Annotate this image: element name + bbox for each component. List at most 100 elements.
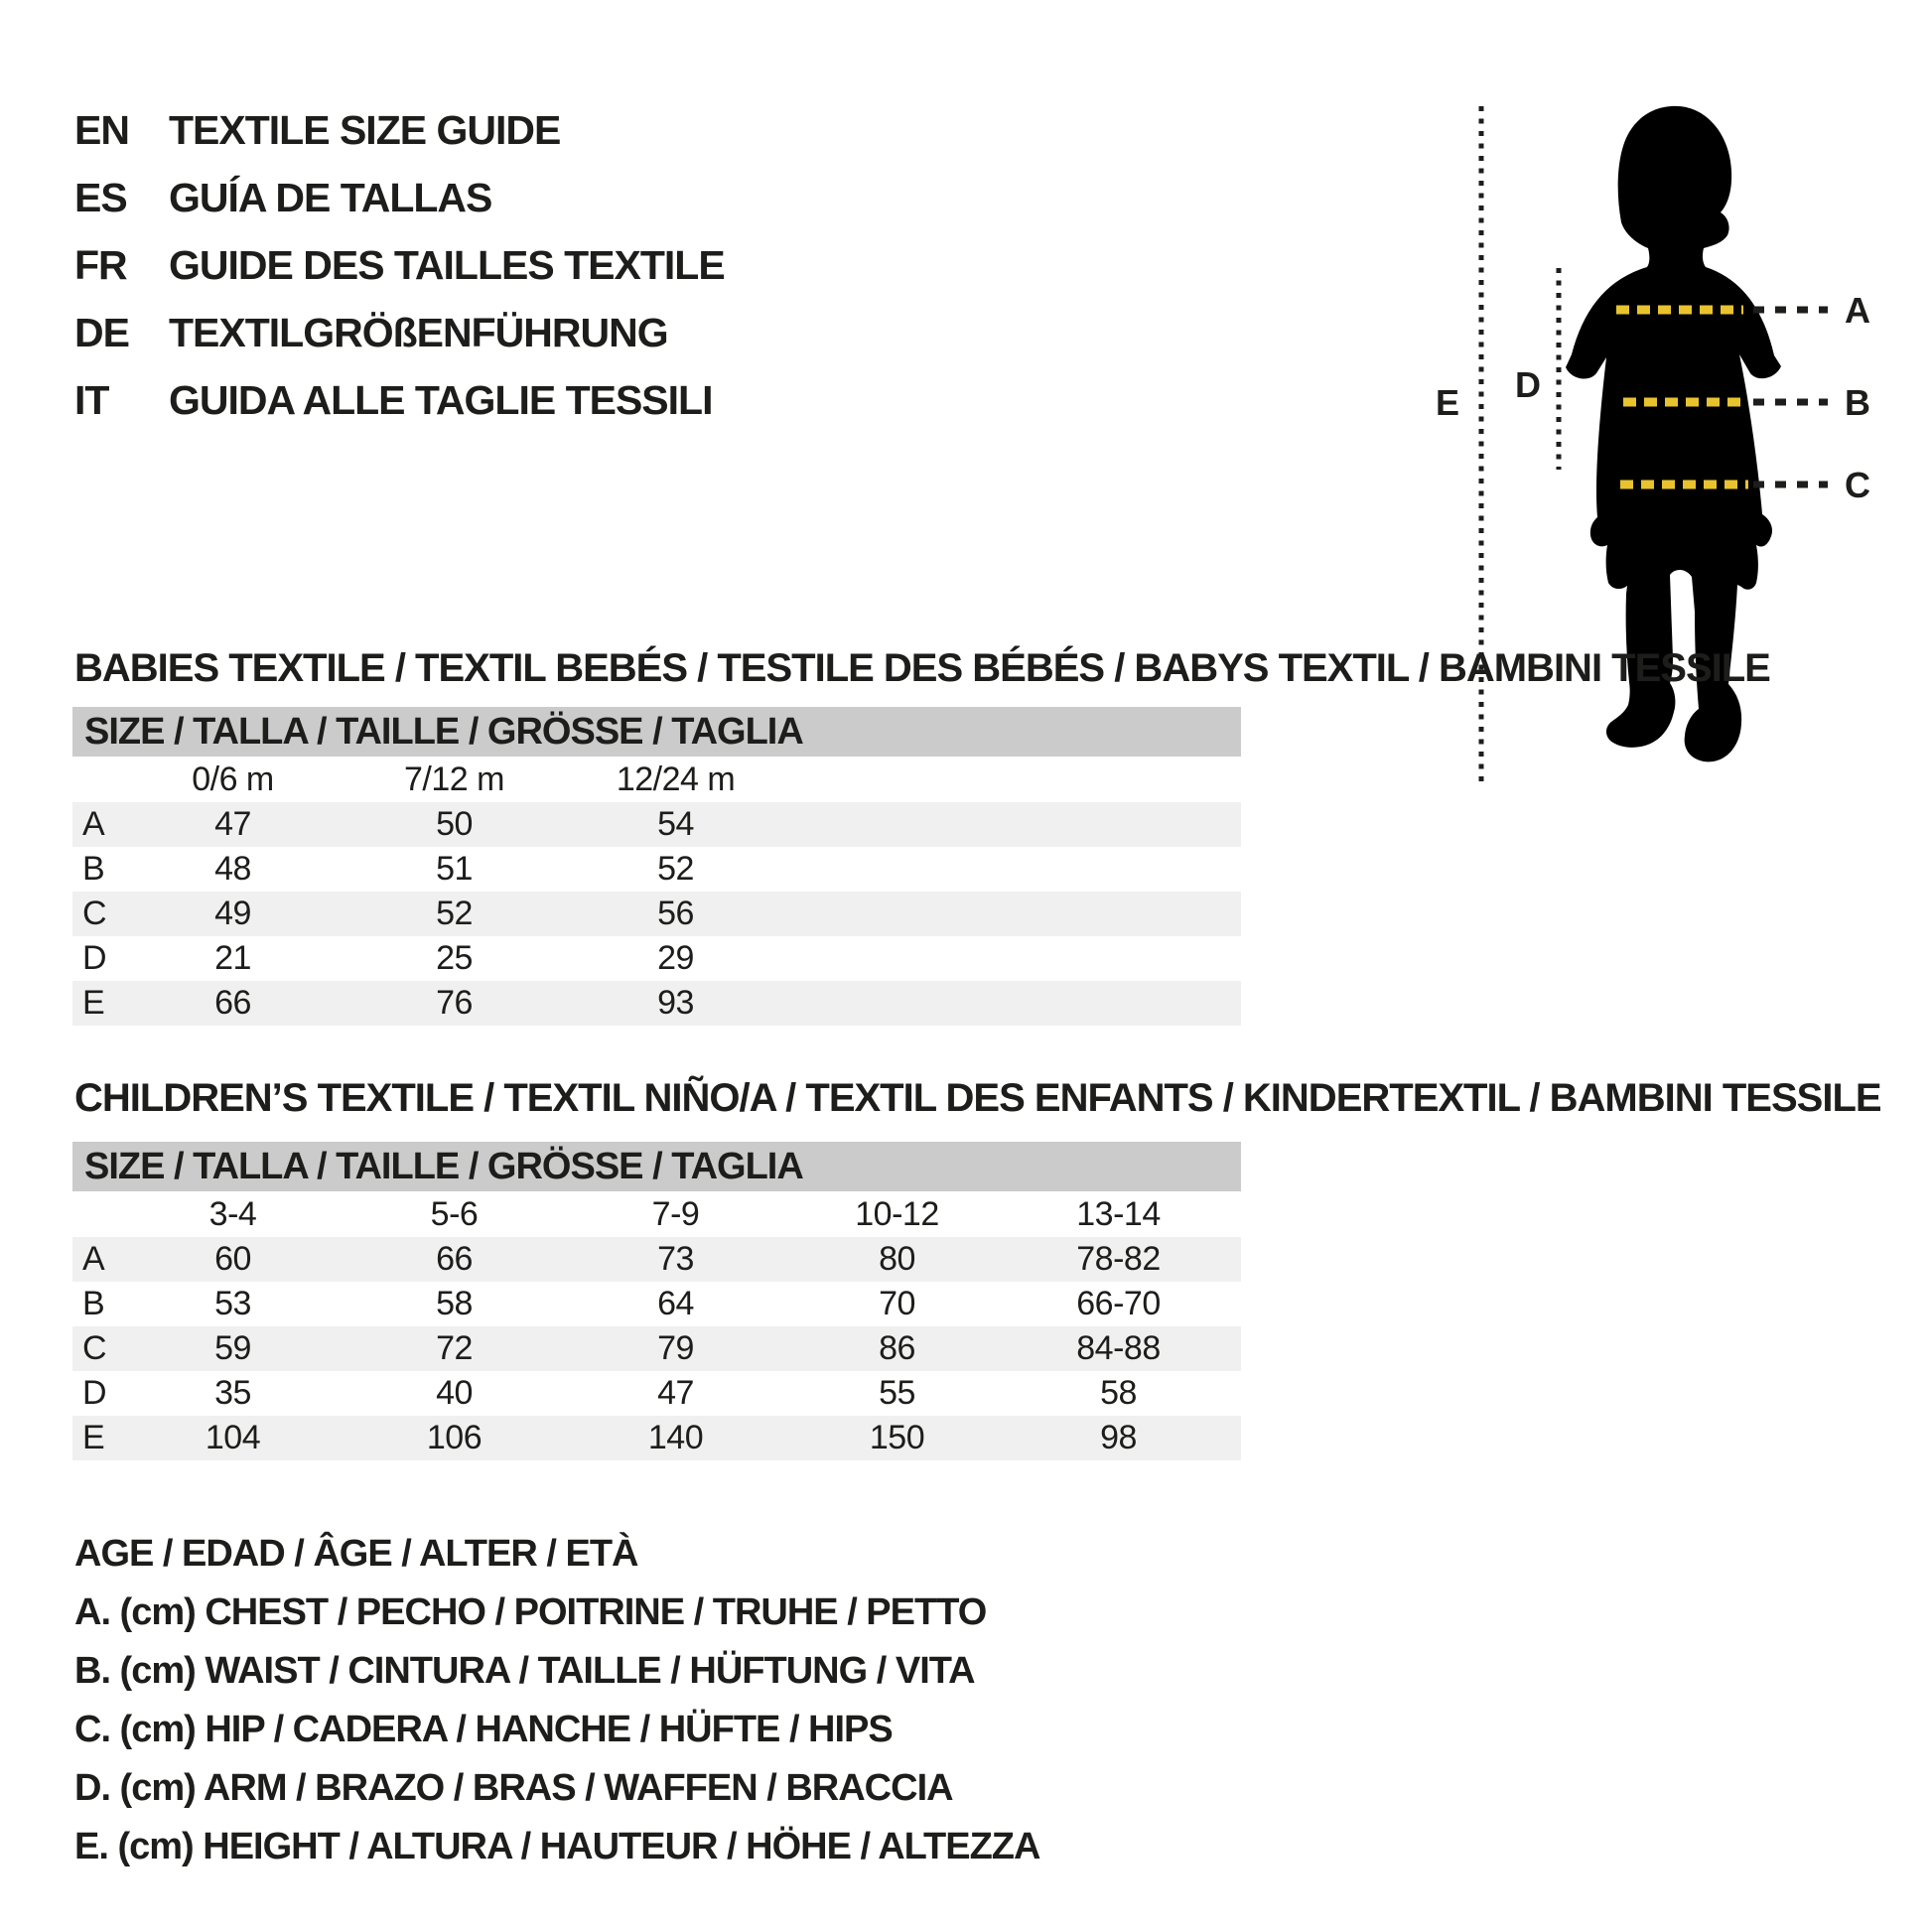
child-measurement-figure: E D A B C (1436, 105, 1870, 781)
table-cell: 25 (436, 939, 473, 977)
label-a: A (1845, 290, 1870, 331)
table-cell: 48 (214, 850, 251, 888)
table-cell: 86 (879, 1329, 915, 1367)
row-letter: D (82, 939, 107, 977)
row-letter: C (82, 1329, 107, 1367)
table-cell: 40 (436, 1374, 473, 1412)
table-cell: 52 (436, 895, 473, 932)
legend-chest: A. (cm) CHEST / PECHO / POITRINE / TRUHE… (74, 1591, 987, 1633)
table-row-d: D 35 40 47 55 58 (72, 1371, 1241, 1416)
table-cell: 80 (879, 1240, 915, 1278)
row-letter: A (82, 1240, 105, 1278)
table-cell: 52 (657, 850, 694, 888)
column-header: 5-6 (430, 1194, 479, 1233)
language-row-it: IT GUIDA ALLE TAGLIE TESSILI (74, 366, 725, 434)
table-cell: 73 (657, 1240, 694, 1278)
table-cell: 140 (647, 1419, 704, 1456)
table-cell: 84-88 (1076, 1329, 1161, 1367)
legend-height: E. (cm) HEIGHT / ALTURA / HAUTEUR / HÖHE… (74, 1826, 1040, 1867)
language-title-block: EN TEXTILE SIZE GUIDE ES GUÍA DE TALLAS … (74, 96, 726, 434)
table-cell: 150 (869, 1419, 925, 1456)
table-cell: 66 (214, 984, 251, 1022)
language-title: GUÍA DE TALLAS (169, 174, 492, 220)
table-cell: 64 (657, 1285, 694, 1322)
table-cell: 93 (657, 984, 694, 1022)
table-row-e: E 66 76 93 (72, 981, 1241, 1026)
row-letter: B (82, 1285, 105, 1322)
table-row-d: D 21 25 29 (72, 936, 1241, 981)
children-column-header-row: 3-4 5-6 7-9 10-12 13-14 (72, 1191, 1241, 1237)
table-cell: 104 (205, 1419, 261, 1456)
table-row-b: B 48 51 52 (72, 847, 1241, 892)
table-cell: 54 (657, 805, 694, 843)
column-header: 3-4 (208, 1194, 257, 1233)
language-code: EN (74, 106, 130, 153)
table-row-c: C 49 52 56 (72, 892, 1241, 936)
table-cell: 35 (214, 1374, 251, 1412)
table-row-a: A 47 50 54 (72, 802, 1241, 847)
language-row-de: DE TEXTILGRÖßENFÜHRUNG (74, 299, 725, 366)
table-cell: 76 (436, 984, 473, 1022)
language-row-es: ES GUÍA DE TALLAS (74, 164, 725, 231)
table-cell: 66-70 (1076, 1285, 1161, 1322)
table-row-b: B 53 58 64 70 66-70 (72, 1282, 1241, 1326)
babies-size-header-bar: SIZE / TALLA / TAILLE / GRÖSSE / TAGLIA (72, 707, 1241, 757)
table-row-c: C 59 72 79 86 84-88 (72, 1326, 1241, 1371)
table-cell: 59 (214, 1329, 251, 1367)
children-section-heading: CHILDREN’S TEXTILE / TEXTIL NIÑO/A / TEX… (74, 1076, 1882, 1120)
column-header: 10-12 (855, 1194, 939, 1233)
column-header: 0/6 m (192, 759, 274, 798)
table-cell: 47 (657, 1374, 694, 1412)
row-letter: D (82, 1374, 107, 1412)
legend-hip: C. (cm) HIP / CADERA / HANCHE / HÜFTE / … (74, 1709, 894, 1750)
label-b: B (1845, 382, 1870, 423)
column-header: 7-9 (651, 1194, 700, 1233)
table-cell: 29 (657, 939, 694, 977)
children-size-table: SIZE / TALLA / TAILLE / GRÖSSE / TAGLIA … (72, 1142, 1241, 1460)
table-cell: 106 (426, 1419, 483, 1456)
row-letter: E (82, 1419, 105, 1456)
table-cell: 70 (879, 1285, 915, 1322)
language-code: DE (74, 309, 130, 355)
row-letter: E (82, 984, 105, 1022)
column-header: 13-14 (1076, 1194, 1161, 1233)
table-cell: 60 (214, 1240, 251, 1278)
language-title: TEXTILGRÖßENFÜHRUNG (169, 309, 669, 355)
babies-column-header-row: 0/6 m 7/12 m 12/24 m (72, 757, 1241, 802)
table-cell: 58 (436, 1285, 473, 1322)
legend-arm: D. (cm) ARM / BRAZO / BRAS / WAFFEN / BR… (74, 1767, 954, 1809)
table-cell: 72 (436, 1329, 473, 1367)
row-letter: C (82, 895, 107, 932)
language-title: GUIDE DES TAILLES TEXTILE (169, 241, 726, 288)
language-title: TEXTILE SIZE GUIDE (169, 106, 561, 153)
column-header: 7/12 m (404, 759, 504, 798)
table-cell: 98 (1100, 1419, 1137, 1456)
language-code: FR (74, 241, 128, 288)
table-cell: 79 (657, 1329, 694, 1367)
label-c: C (1845, 465, 1870, 505)
table-cell: 55 (879, 1374, 915, 1412)
child-silhouette (1566, 105, 1781, 762)
table-cell: 56 (657, 895, 694, 932)
table-row-e: E 104 106 140 150 98 (72, 1416, 1241, 1460)
measurement-legend: AGE / EDAD / ÂGE / ALTER / ETÀ A. (cm) C… (74, 1525, 1040, 1876)
language-title: GUIDA ALLE TAGLIE TESSILI (169, 376, 713, 423)
table-row-a: A 60 66 73 80 78-82 (72, 1237, 1241, 1282)
legend-waist: B. (cm) WAIST / CINTURA / TAILLE / HÜFTU… (74, 1650, 976, 1692)
table-cell: 21 (214, 939, 251, 977)
table-cell: 49 (214, 895, 251, 932)
table-cell: 53 (214, 1285, 251, 1322)
table-cell: 47 (214, 805, 251, 843)
language-row-en: EN TEXTILE SIZE GUIDE (74, 96, 725, 164)
table-cell: 78-82 (1076, 1240, 1161, 1278)
row-letter: B (82, 850, 105, 888)
label-e: E (1436, 382, 1459, 423)
language-row-fr: FR GUIDE DES TAILLES TEXTILE (74, 231, 726, 299)
language-code: IT (74, 376, 109, 423)
table-cell: 58 (1100, 1374, 1137, 1412)
children-size-header-bar: SIZE / TALLA / TAILLE / GRÖSSE / TAGLIA (72, 1142, 1241, 1191)
column-header: 12/24 m (616, 759, 736, 798)
table-cell: 51 (436, 850, 473, 888)
table-cell: 66 (436, 1240, 473, 1278)
